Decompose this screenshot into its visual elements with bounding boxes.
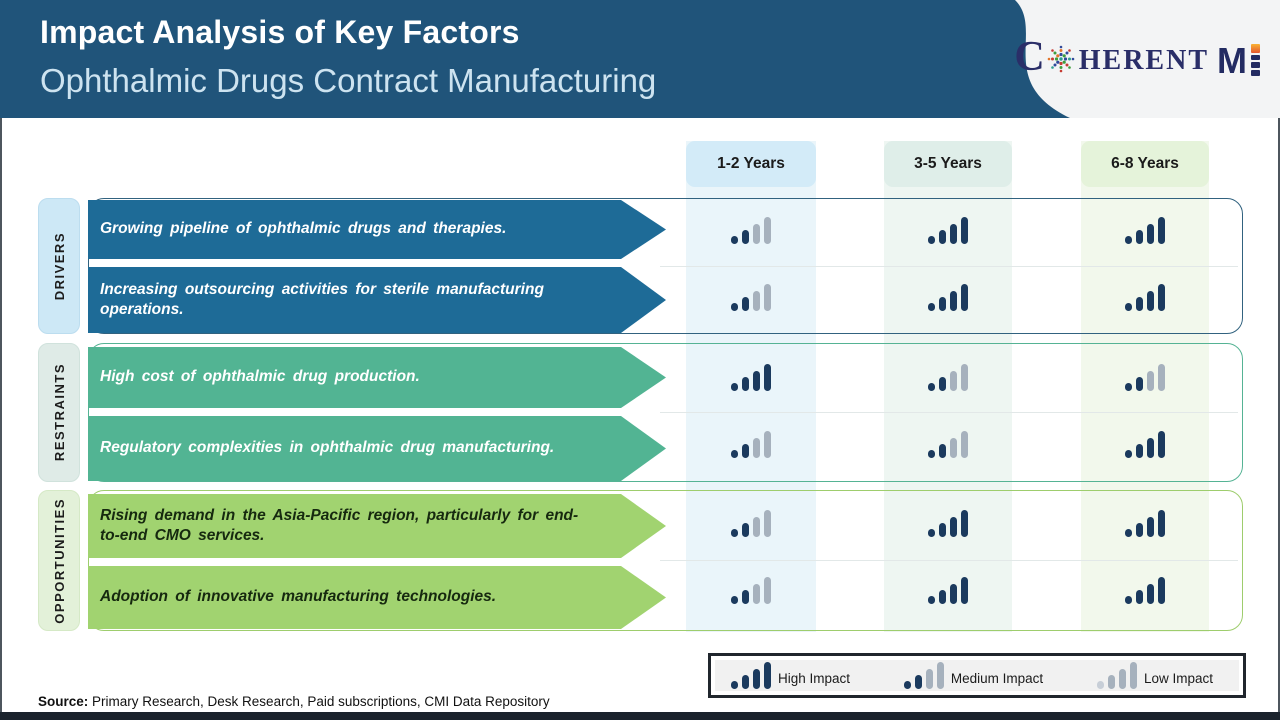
factor-arrow-opportunity-1: Rising demand in the Asia-Pacific region… bbox=[88, 494, 666, 558]
legend-item-medium: Medium Impact bbox=[903, 662, 1043, 689]
impact-bars-icon bbox=[731, 217, 771, 244]
row-divider bbox=[660, 560, 1238, 561]
factor-arrow-driver-2: Increasing outsourcing activities for st… bbox=[88, 267, 666, 333]
page-subtitle: Ophthalmic Drugs Contract Manufacturing bbox=[40, 62, 657, 99]
source-line: Source: Primary Research, Desk Research,… bbox=[38, 694, 550, 709]
bottom-border-strip bbox=[0, 712, 1280, 720]
group-label-drivers: DRIVERS bbox=[38, 198, 80, 334]
impact-bars-icon bbox=[928, 217, 968, 244]
logo-globe-icon bbox=[1047, 45, 1075, 72]
source-text: Primary Research, Desk Research, Paid su… bbox=[88, 694, 550, 709]
impact-bars-icon bbox=[1125, 510, 1165, 537]
source-prefix: Source: bbox=[38, 694, 89, 709]
impact-bars-icon bbox=[1125, 577, 1165, 604]
factor-arrow-restraint-2: Regulatory complexities in ophthalmic dr… bbox=[88, 416, 666, 481]
impact-bars-icon bbox=[1125, 431, 1165, 458]
logo-i-glyph bbox=[1251, 43, 1260, 76]
opportunities-group-box bbox=[88, 490, 1243, 631]
column-stripe-2 bbox=[884, 141, 1012, 632]
impact-bars-icon bbox=[928, 577, 968, 604]
impact-bars-icon bbox=[928, 510, 968, 537]
impact-legend: High Impact Medium Impact Low Impact bbox=[708, 653, 1246, 698]
impact-bars-icon bbox=[1125, 284, 1165, 311]
logo-letter-m: M bbox=[1217, 40, 1247, 82]
row-divider bbox=[660, 266, 1238, 267]
column-header-3-5-years: 3-5 Years bbox=[884, 141, 1012, 187]
drivers-group-box bbox=[88, 198, 1243, 334]
impact-bars-icon bbox=[731, 510, 771, 537]
column-header-6-8-years: 6-8 Years bbox=[1081, 141, 1209, 187]
impact-bars-icon bbox=[731, 431, 771, 458]
column-stripe-3 bbox=[1081, 141, 1209, 632]
medium-impact-icon bbox=[903, 662, 944, 689]
factor-arrow-restraint-1: High cost of ophthalmic drug production. bbox=[88, 347, 666, 408]
factor-arrow-driver-1: Growing pipeline of ophthalmic drugs and… bbox=[88, 200, 666, 259]
column-header-1-2-years: 1-2 Years bbox=[686, 141, 816, 187]
impact-bars-icon bbox=[928, 284, 968, 311]
low-impact-icon bbox=[1096, 662, 1137, 689]
brand-logo: C HERENT M bbox=[1014, 34, 1260, 82]
logo-panel: C HERENT M bbox=[980, 0, 1280, 118]
group-label-opportunities: OPPORTUNITIES bbox=[38, 490, 80, 631]
logo-letter-c: C bbox=[1014, 34, 1045, 80]
row-divider bbox=[660, 412, 1238, 413]
impact-bars-icon bbox=[731, 284, 771, 311]
logo-panel-curve bbox=[1015, 0, 1280, 118]
legend-item-low: Low Impact bbox=[1096, 662, 1213, 689]
impact-bars-icon bbox=[731, 577, 771, 604]
logo-letters-herent: HERENT bbox=[1078, 44, 1209, 76]
impact-bars-icon bbox=[731, 364, 771, 391]
column-stripe-1 bbox=[686, 141, 816, 632]
high-impact-icon bbox=[731, 662, 771, 689]
restraints-group-box bbox=[88, 343, 1243, 482]
group-label-restraints: RESTRAINTS bbox=[38, 343, 80, 482]
impact-bars-icon bbox=[928, 431, 968, 458]
impact-bars-icon bbox=[1125, 364, 1165, 391]
factor-arrow-opportunity-2: Adoption of innovative manufacturing tec… bbox=[88, 566, 666, 629]
impact-bars-icon bbox=[1125, 217, 1165, 244]
page-title: Impact Analysis of Key Factors bbox=[40, 14, 520, 50]
legend-item-high: High Impact bbox=[731, 662, 850, 689]
impact-bars-icon bbox=[928, 364, 968, 391]
